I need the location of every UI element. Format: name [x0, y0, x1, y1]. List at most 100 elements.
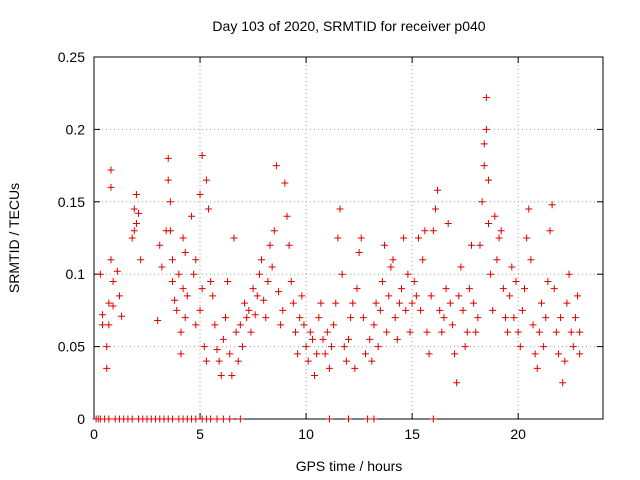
- data-point: [438, 328, 446, 336]
- data-point: [232, 328, 240, 336]
- data-point: [574, 292, 582, 300]
- data-point: [105, 415, 113, 423]
- data-point: [228, 372, 236, 380]
- data-point: [533, 364, 541, 372]
- data-point: [330, 321, 338, 329]
- x-tick-label: 15: [404, 426, 420, 442]
- data-point: [289, 299, 297, 307]
- data-point: [207, 415, 215, 423]
- data-point: [497, 227, 505, 235]
- data-point: [425, 350, 433, 358]
- data-point: [132, 220, 140, 228]
- data-point: [349, 299, 357, 307]
- y-tick-label: 0.25: [58, 49, 85, 65]
- data-point: [98, 321, 106, 329]
- data-point: [260, 296, 268, 304]
- data-point: [448, 321, 456, 329]
- data-point: [198, 285, 206, 293]
- data-point: [474, 314, 482, 322]
- data-point: [130, 205, 138, 213]
- data-point: [302, 343, 310, 351]
- data-point: [576, 328, 584, 336]
- data-point: [277, 321, 285, 329]
- data-point: [523, 234, 531, 242]
- data-point: [179, 234, 187, 242]
- data-point: [567, 328, 575, 336]
- data-point: [226, 415, 234, 423]
- data-point: [359, 314, 367, 322]
- data-point: [264, 277, 272, 285]
- data-point: [128, 415, 136, 423]
- data-point: [311, 372, 319, 380]
- y-tick-label: 0: [77, 411, 85, 427]
- data-point: [291, 328, 299, 336]
- data-point: [177, 350, 185, 358]
- data-point: [512, 277, 520, 285]
- data-point: [130, 227, 138, 235]
- data-point: [241, 299, 249, 307]
- data-point: [202, 176, 210, 184]
- data-point: [345, 415, 352, 423]
- data-point: [537, 299, 545, 307]
- data-point: [499, 285, 507, 293]
- data-point: [353, 285, 361, 293]
- data-point: [219, 415, 227, 423]
- data-point: [103, 343, 111, 351]
- data-point: [202, 357, 210, 365]
- data-point: [103, 364, 111, 372]
- data-point: [321, 350, 329, 358]
- data-point: [535, 328, 543, 336]
- data-point: [484, 176, 492, 184]
- data-point: [300, 321, 308, 329]
- data-point: [514, 328, 522, 336]
- data-point: [281, 179, 289, 187]
- data-point: [236, 415, 244, 423]
- data-point: [192, 256, 200, 264]
- data-point: [412, 292, 420, 300]
- data-point: [168, 256, 176, 264]
- data-point: [417, 306, 425, 314]
- data-point: [510, 314, 518, 322]
- tick-layer: 0 5 10 15 20 0 0.05 0.1 0.15 0.2 0.25: [58, 49, 603, 442]
- y-axis-label: SRMTID / TECUs: [6, 183, 22, 293]
- data-point: [236, 321, 244, 329]
- data-point: [190, 270, 198, 278]
- data-point: [531, 350, 539, 358]
- data-point: [501, 314, 509, 322]
- data-point: [205, 205, 213, 213]
- data-point: [495, 234, 503, 242]
- data-point: [374, 343, 382, 351]
- data-point: [383, 328, 391, 336]
- data-point: [255, 270, 263, 278]
- data-point: [287, 277, 295, 285]
- data-point: [489, 306, 497, 314]
- data-point: [516, 343, 524, 351]
- data-point: [230, 234, 238, 242]
- data-point: [109, 302, 117, 310]
- data-point: [113, 267, 121, 275]
- data-point: [249, 285, 257, 293]
- data-point: [398, 285, 406, 293]
- data-point: [181, 314, 189, 322]
- data-point: [561, 357, 569, 365]
- data-point: [332, 299, 340, 307]
- data-point: [429, 415, 437, 423]
- data-point: [298, 292, 306, 300]
- data-point: [325, 415, 333, 423]
- data-point: [345, 335, 352, 343]
- data-point: [211, 321, 219, 329]
- data-point: [436, 306, 444, 314]
- data-point: [245, 306, 253, 314]
- data-point: [209, 292, 217, 300]
- data-point: [217, 372, 225, 380]
- data-point: [431, 205, 439, 213]
- data-point: [175, 270, 183, 278]
- data-point: [275, 288, 283, 296]
- data-point: [200, 343, 208, 351]
- data-point: [132, 191, 140, 199]
- data-point: [315, 314, 323, 322]
- y-tick-label: 0.1: [66, 266, 86, 282]
- data-point: [313, 350, 321, 358]
